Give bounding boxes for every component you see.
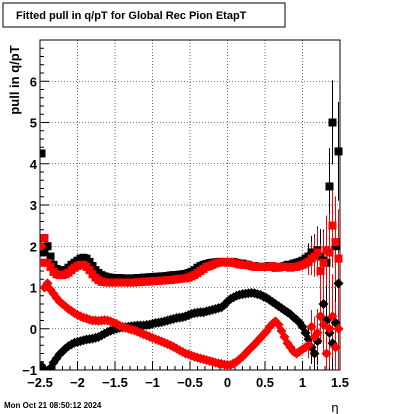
data-point xyxy=(324,323,335,334)
x-tick-label: −1.5 xyxy=(102,375,128,390)
data-point xyxy=(313,248,322,257)
timestamp: Mon Oct 21 08:50:12 2024 xyxy=(4,401,102,410)
data-point xyxy=(325,248,334,257)
data-point xyxy=(331,242,340,251)
data-point xyxy=(40,234,49,242)
x-axis-title: η xyxy=(331,400,338,414)
data-point xyxy=(309,348,320,359)
y-tick-label: 2 xyxy=(30,239,37,254)
x-tick-label: 1 xyxy=(299,375,306,390)
data-point xyxy=(325,182,334,191)
data-point xyxy=(321,348,332,359)
data-point xyxy=(303,340,314,351)
data-point xyxy=(318,319,329,330)
data-point xyxy=(310,252,319,261)
data-point xyxy=(40,282,50,293)
data-point xyxy=(328,118,337,127)
y-tick-label: −1 xyxy=(22,363,37,378)
data-point xyxy=(88,262,97,271)
y-tick-label: 4 xyxy=(30,157,38,172)
data-point xyxy=(40,149,46,158)
chart-title: Fitted pull in q/pT for Global Rec Pion … xyxy=(16,10,247,22)
x-tick-label: −2.5 xyxy=(27,375,53,390)
data-point xyxy=(333,323,344,334)
data-markers xyxy=(40,80,344,370)
y-axis-title: pull in q/pT xyxy=(7,45,22,114)
data-point xyxy=(330,342,341,353)
data-point xyxy=(319,258,328,267)
data-point xyxy=(46,262,55,271)
data-point xyxy=(40,360,47,370)
data-point xyxy=(331,238,340,247)
data-point xyxy=(46,252,55,261)
data-point xyxy=(316,267,325,275)
data-point xyxy=(43,242,52,251)
data-point xyxy=(85,266,94,275)
plot-area: −2.5 −2 −1.5 −1 −0.5 0 0.5 1 1.5 −1 0 1 2 3 4 5 6 xyxy=(22,39,349,390)
data-point xyxy=(318,299,329,309)
x-tick-label: −2 xyxy=(70,375,85,390)
data-point xyxy=(40,248,49,257)
x-tick-label: 0.5 xyxy=(256,375,274,390)
data-point xyxy=(40,241,47,252)
data-point xyxy=(85,257,94,266)
x-tick-label: −0.5 xyxy=(177,375,203,390)
y-tick-label: 1 xyxy=(30,281,37,296)
data-point xyxy=(328,221,337,230)
data-point xyxy=(333,278,344,289)
x-tick-label: 0 xyxy=(224,375,231,390)
data-point xyxy=(45,362,56,370)
x-tick-label: −1 xyxy=(145,375,160,390)
y-tick-label: 6 xyxy=(30,74,37,89)
data-point xyxy=(40,258,46,267)
y-tick-label: 3 xyxy=(30,198,37,213)
data-point xyxy=(334,147,343,156)
x-tick-label: 1.5 xyxy=(331,375,349,390)
y-tick-label: 5 xyxy=(30,116,37,131)
data-point xyxy=(306,321,317,332)
y-tick-label: 0 xyxy=(30,322,37,337)
data-point xyxy=(43,258,52,267)
data-point xyxy=(334,254,343,263)
data-point xyxy=(312,327,323,338)
chart-title-box: Fitted pull in q/pT for Global Rec Pion … xyxy=(2,2,286,28)
data-point xyxy=(327,311,338,322)
data-point xyxy=(316,252,325,261)
data-point xyxy=(315,311,326,322)
